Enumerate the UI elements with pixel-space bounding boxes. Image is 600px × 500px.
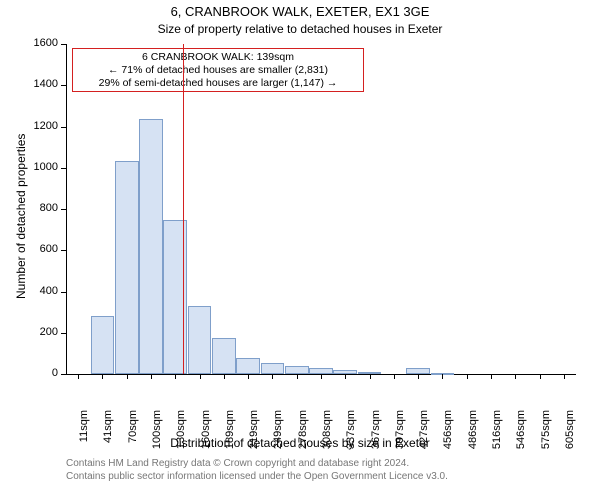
histogram-bar: [261, 363, 285, 374]
y-tick-label: 400: [24, 285, 58, 297]
y-tick-label: 600: [24, 243, 58, 255]
y-tick-label: 1200: [24, 120, 58, 132]
x-tick-mark: [515, 374, 516, 379]
x-tick-label: 456sqm: [442, 410, 454, 460]
histogram-bar: [91, 316, 115, 374]
histogram-bar: [188, 306, 212, 374]
y-tick-label: 800: [24, 202, 58, 214]
x-tick-label: 219sqm: [248, 410, 260, 460]
x-tick-label: 397sqm: [394, 410, 406, 460]
histogram-bar: [285, 366, 309, 374]
x-tick-label: 70sqm: [127, 410, 139, 460]
x-tick-label: 605sqm: [564, 410, 576, 460]
x-tick-label: 160sqm: [200, 410, 212, 460]
y-tick-label: 200: [24, 326, 58, 338]
x-tick-mark: [127, 374, 128, 379]
x-tick-mark: [394, 374, 395, 379]
x-tick-label: 41sqm: [102, 410, 114, 460]
histogram-bar: [236, 358, 260, 375]
annotation-line-3: 29% of semi-detached houses are larger (…: [77, 77, 359, 90]
x-tick-label: 427sqm: [418, 410, 430, 460]
y-tick-mark: [61, 250, 66, 251]
x-tick-label: 11sqm: [78, 410, 90, 460]
y-tick-mark: [61, 44, 66, 45]
y-tick-label: 1400: [24, 78, 58, 90]
y-tick-label: 0: [24, 367, 58, 379]
y-axis-line: [66, 44, 67, 374]
footer-line-1: Contains HM Land Registry data © Crown c…: [66, 458, 409, 469]
x-tick-mark: [540, 374, 541, 379]
x-tick-mark: [175, 374, 176, 379]
reference-line: [183, 44, 184, 374]
y-tick-mark: [61, 333, 66, 334]
x-tick-mark: [102, 374, 103, 379]
y-tick-mark: [61, 168, 66, 169]
histogram-bar: [115, 161, 139, 374]
annotation-box: 6 CRANBROOK WALK: 139sqm ← 71% of detach…: [72, 48, 364, 92]
histogram-bar: [212, 338, 236, 374]
y-tick-mark: [61, 292, 66, 293]
x-tick-label: 100sqm: [151, 410, 163, 460]
x-tick-label: 337sqm: [345, 410, 357, 460]
x-tick-mark: [321, 374, 322, 379]
x-tick-mark: [297, 374, 298, 379]
x-tick-mark: [345, 374, 346, 379]
x-tick-label: 130sqm: [175, 410, 187, 460]
y-tick-mark: [61, 374, 66, 375]
x-tick-label: 516sqm: [491, 410, 503, 460]
x-tick-mark: [467, 374, 468, 379]
x-tick-label: 278sqm: [297, 410, 309, 460]
annotation-line-2: ← 71% of detached houses are smaller (2,…: [77, 64, 359, 77]
x-tick-mark: [224, 374, 225, 379]
y-tick-mark: [61, 209, 66, 210]
x-tick-mark: [200, 374, 201, 379]
annotation-line-1: 6 CRANBROOK WALK: 139sqm: [77, 51, 359, 64]
x-tick-label: 308sqm: [321, 410, 333, 460]
chart-title-sub: Size of property relative to detached ho…: [0, 22, 600, 36]
x-tick-label: 546sqm: [515, 410, 527, 460]
x-tick-mark: [442, 374, 443, 379]
histogram-bar: [139, 119, 163, 374]
x-tick-mark: [272, 374, 273, 379]
x-tick-mark: [370, 374, 371, 379]
x-tick-label: 249sqm: [272, 410, 284, 460]
y-tick-label: 1000: [24, 161, 58, 173]
x-tick-mark: [418, 374, 419, 379]
histogram-bar: [163, 220, 187, 374]
y-tick-mark: [61, 85, 66, 86]
chart-root: 6, CRANBROOK WALK, EXETER, EX1 3GE Size …: [0, 0, 600, 500]
x-tick-mark: [564, 374, 565, 379]
y-tick-label: 1600: [24, 37, 58, 49]
y-axis-label: Number of detached properties: [14, 134, 28, 299]
x-tick-mark: [151, 374, 152, 379]
x-tick-mark: [491, 374, 492, 379]
x-tick-label: 367sqm: [370, 410, 382, 460]
y-tick-mark: [61, 127, 66, 128]
x-tick-label: 575sqm: [540, 410, 552, 460]
x-tick-label: 189sqm: [224, 410, 236, 460]
x-tick-label: 486sqm: [467, 410, 479, 460]
x-tick-mark: [248, 374, 249, 379]
footer-line-2: Contains public sector information licen…: [66, 471, 448, 482]
x-tick-mark: [78, 374, 79, 379]
chart-title-main: 6, CRANBROOK WALK, EXETER, EX1 3GE: [0, 4, 600, 19]
